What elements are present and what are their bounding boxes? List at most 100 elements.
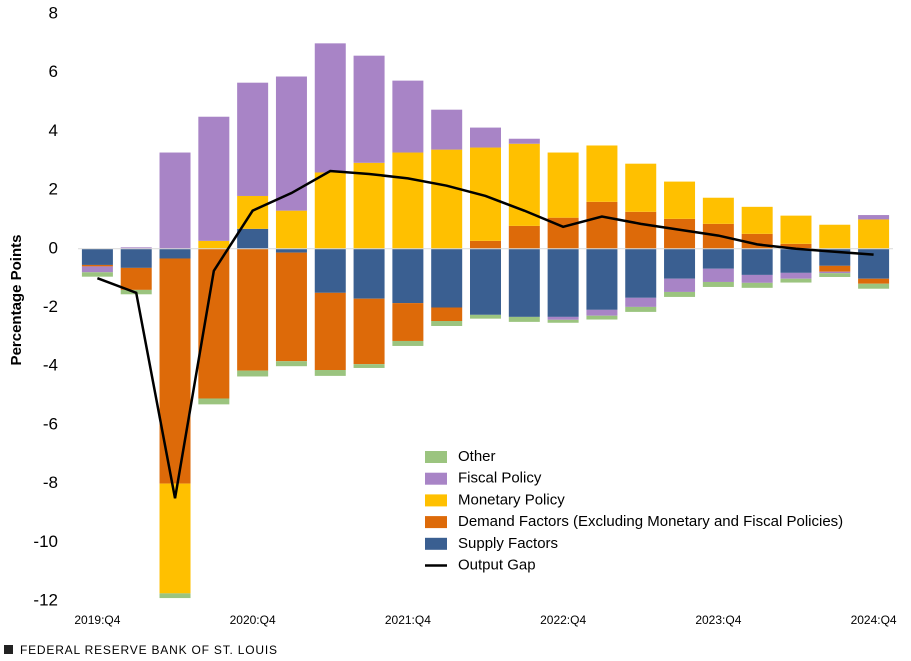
- legend-label: Fiscal Policy: [458, 470, 542, 487]
- bar-segment: [81, 264, 113, 267]
- bar-segment: [780, 243, 812, 249]
- bar-segment: [353, 298, 385, 365]
- bar-segment: [159, 593, 191, 599]
- bar-segment: [702, 248, 734, 269]
- bar-segment: [858, 215, 890, 220]
- bar-segment: [470, 314, 501, 319]
- bar-segment: [780, 278, 812, 283]
- bar-segment: [120, 267, 152, 290]
- bar-segment: [353, 162, 385, 249]
- bar-segment: [780, 272, 812, 279]
- bar-segment: [120, 248, 152, 268]
- bar-segment: [702, 281, 734, 287]
- y-tick-label: 4: [49, 121, 58, 140]
- bar-segment: [431, 248, 463, 308]
- y-tick-label: 8: [49, 3, 58, 22]
- y-tick-label: -8: [43, 473, 58, 492]
- bar-segment: [586, 145, 618, 202]
- bar-segment: [392, 80, 424, 153]
- legend-swatch: [425, 494, 447, 507]
- x-tick-label: 2020:Q4: [230, 613, 276, 627]
- legend-swatch: [425, 451, 447, 463]
- bar-segment: [314, 370, 346, 376]
- footer: FEDERAL RESERVE BANK OF ST. LOUIS: [20, 643, 278, 657]
- y-tick-label: -12: [33, 590, 58, 609]
- bar-segment: [586, 248, 618, 310]
- bar-segment: [81, 248, 113, 265]
- bar-segment: [780, 248, 812, 273]
- legend-label: Output Gap: [458, 556, 536, 573]
- x-tick-label: 2019:Q4: [74, 613, 120, 627]
- bar-segment: [664, 218, 696, 249]
- bar-segment: [625, 163, 657, 212]
- bar-segment: [81, 272, 113, 277]
- bar-segment: [664, 181, 696, 219]
- x-tick-label: 2024:Q4: [851, 613, 897, 627]
- bar-segment: [819, 273, 851, 277]
- legend-swatch: [425, 472, 447, 485]
- bar-segment: [198, 240, 230, 249]
- x-tick-label: 2023:Q4: [695, 613, 741, 627]
- bar-segment: [431, 321, 463, 326]
- bar-segment: [625, 248, 657, 298]
- bar-segment: [159, 248, 191, 259]
- bar-segment: [586, 315, 618, 320]
- bar-segment: [431, 149, 463, 249]
- bar-segment: [664, 291, 696, 297]
- bar-segment: [625, 306, 657, 312]
- bar-segment: [819, 265, 851, 272]
- bar-segment: [275, 76, 307, 211]
- y-tick-label: 2: [49, 180, 58, 199]
- bar-segment: [392, 340, 424, 346]
- bar-segment: [819, 224, 851, 249]
- bar-segment: [120, 247, 152, 249]
- y-tick-label: -4: [43, 356, 58, 375]
- bar-segment: [741, 248, 773, 275]
- bar-segment: [159, 258, 191, 484]
- bar-segment: [586, 309, 618, 316]
- x-tick-label: 2021:Q4: [385, 613, 431, 627]
- bar-segment: [547, 319, 579, 323]
- legend-label: Supply Factors: [458, 535, 558, 552]
- y-tick-label: 0: [49, 238, 58, 257]
- legend-label: Other: [458, 448, 496, 465]
- legend-swatch: [425, 537, 447, 550]
- bar-segment: [275, 248, 307, 253]
- legend-swatch: [425, 516, 447, 529]
- bar-segment: [664, 248, 696, 279]
- bar-segment: [353, 55, 385, 163]
- bar-segment: [275, 252, 307, 362]
- bar-segment: [314, 43, 346, 173]
- bar-segment: [81, 266, 113, 273]
- bar-segment: [470, 240, 501, 249]
- bar-segment: [508, 143, 540, 226]
- y-tick-label: -2: [43, 297, 58, 316]
- bar-segment: [431, 109, 463, 150]
- bar-segment: [508, 225, 540, 249]
- bar-segment: [547, 248, 579, 317]
- bar-segment: [470, 248, 501, 315]
- bar-segment: [237, 370, 269, 377]
- bar-segment: [625, 297, 657, 307]
- bar-segment: [508, 138, 540, 144]
- bar-segment: [508, 248, 540, 317]
- y-tick-label: 6: [49, 62, 58, 81]
- bar-segment: [392, 248, 424, 304]
- output-gap-line: [96, 169, 874, 499]
- bar-segment: [431, 307, 463, 322]
- bar-segment: [819, 271, 851, 274]
- x-tick-label: 2022:Q4: [540, 613, 586, 627]
- bar-segment: [314, 172, 346, 249]
- bar-segment: [780, 215, 812, 244]
- bar-segment: [198, 398, 230, 405]
- legend-label: Demand Factors (Excluding Monetary and F…: [458, 513, 843, 530]
- bar-segment: [858, 219, 890, 249]
- bar-segment: [702, 197, 734, 224]
- bar-segment: [275, 210, 307, 249]
- bar-segment: [392, 303, 424, 341]
- y-axis-title: Percentage Points: [8, 235, 25, 366]
- y-tick-label: -10: [33, 532, 58, 551]
- bar-segment: [237, 82, 269, 196]
- bar-segment: [664, 278, 696, 292]
- bar-segment: [858, 278, 890, 284]
